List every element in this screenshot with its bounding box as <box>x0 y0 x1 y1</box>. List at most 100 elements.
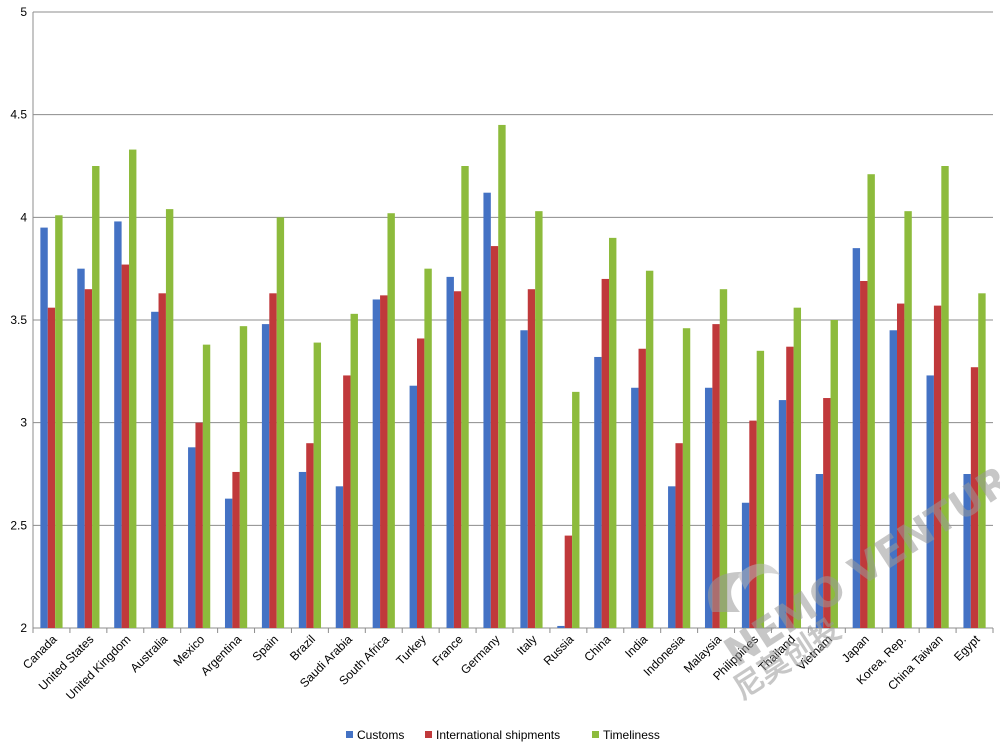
bar-customs-6 <box>261 324 270 628</box>
bar-customs-0 <box>40 227 48 628</box>
bar-customs-11 <box>446 276 454 628</box>
legend-label: Customs <box>357 728 404 742</box>
bar-timeliness-9 <box>387 213 395 628</box>
bar-timeliness-2 <box>129 149 137 628</box>
bar-international-shipments-20 <box>786 346 794 628</box>
bar-timeliness-21 <box>830 320 838 628</box>
bar-customs-4 <box>188 447 196 628</box>
bar-customs-3 <box>151 311 159 628</box>
y-tick-label: 3.5 <box>10 313 27 327</box>
bar-timeliness-13 <box>535 211 543 628</box>
bar-international-shipments-5 <box>232 471 240 628</box>
legend-swatch <box>592 731 599 738</box>
bar-timeliness-5 <box>239 326 248 628</box>
bar-customs-25 <box>963 474 971 628</box>
bar-customs-22 <box>852 248 861 628</box>
x-tick-label: Australia <box>127 632 170 675</box>
bar-customs-17 <box>668 486 676 628</box>
bar-international-shipments-21 <box>823 398 831 628</box>
bar-timeliness-4 <box>202 344 211 628</box>
bar-international-shipments-22 <box>860 280 868 628</box>
x-tick-label: Italy <box>514 632 539 657</box>
gridlines <box>33 11 993 526</box>
bar-customs-10 <box>409 385 417 628</box>
bar-customs-23 <box>889 330 897 628</box>
x-tick-label: Spain <box>250 632 282 664</box>
bar-customs-14 <box>557 625 565 628</box>
x-tick-label: Brazil <box>287 632 318 663</box>
bar-timeliness-25 <box>978 293 986 628</box>
bar-international-shipments-18 <box>712 324 720 628</box>
y-tick-label: 2 <box>20 621 27 635</box>
bar-customs-7 <box>298 471 307 628</box>
bar-international-shipments-8 <box>343 375 351 628</box>
bar-international-shipments-25 <box>970 367 979 628</box>
bar-customs-1 <box>77 268 85 628</box>
bar-timeliness-7 <box>313 342 322 628</box>
bar-international-shipments-4 <box>195 422 203 628</box>
legend: Customs International shipments Timeliness <box>346 728 660 742</box>
bar-timeliness-1 <box>92 166 100 628</box>
bar-customs-19 <box>741 502 750 628</box>
bar-customs-21 <box>815 474 824 628</box>
bar-timeliness-14 <box>572 391 580 628</box>
bar-timeliness-12 <box>498 124 506 628</box>
x-tick-label: Germany <box>458 632 503 677</box>
bar-customs-2 <box>114 221 122 628</box>
x-tick-label: Indonesia <box>641 632 688 679</box>
y-tick-label: 5 <box>20 5 27 19</box>
watermark-logo-icon <box>707 563 780 612</box>
bar-timeliness-23 <box>904 211 912 628</box>
bar-international-shipments-24 <box>933 305 942 628</box>
bar-customs-5 <box>224 498 233 628</box>
bar-customs-8 <box>335 486 344 628</box>
bar-timeliness-19 <box>756 350 765 628</box>
bar-timeliness-17 <box>682 328 691 628</box>
bar-customs-15 <box>594 356 602 628</box>
bar-international-shipments-12 <box>490 246 499 628</box>
bar-international-shipments-1 <box>84 289 93 628</box>
x-tick-label: Russia <box>541 632 577 668</box>
x-tick-label: China <box>581 632 613 664</box>
bar-timeliness-18 <box>719 289 728 628</box>
y-tick-label: 3 <box>20 416 27 430</box>
bar-customs-18 <box>704 387 713 628</box>
bar-customs-9 <box>372 299 381 628</box>
bars <box>40 124 986 629</box>
bar-timeliness-22 <box>867 174 875 629</box>
y-tick-label: 4 <box>20 210 27 224</box>
bar-timeliness-20 <box>793 307 802 628</box>
x-tick-label: Egypt <box>951 632 983 664</box>
bar-international-shipments-19 <box>749 420 757 628</box>
bar-international-shipments-3 <box>158 293 166 628</box>
x-tick-label: India <box>622 632 651 661</box>
x-tick-label: Turkey <box>393 632 429 668</box>
x-tick-label: Argentina <box>198 632 244 678</box>
bar-international-shipments-11 <box>453 291 462 628</box>
bar-timeliness-10 <box>424 268 432 628</box>
bar-customs-12 <box>483 192 491 628</box>
x-tick-label: United Kingdom <box>63 632 133 702</box>
bar-international-shipments-10 <box>416 338 425 628</box>
bar-timeliness-11 <box>461 166 469 628</box>
bar-international-shipments-17 <box>675 443 683 628</box>
bar-international-shipments-13 <box>527 289 536 628</box>
bar-international-shipments-14 <box>564 535 573 628</box>
bar-international-shipments-16 <box>638 348 646 628</box>
legend-label: Timeliness <box>603 728 660 742</box>
axes <box>32 12 994 633</box>
bar-international-shipments-2 <box>121 264 130 628</box>
bar-international-shipments-0 <box>47 307 56 628</box>
bar-timeliness-0 <box>55 215 63 628</box>
bar-timeliness-6 <box>276 217 285 629</box>
bar-customs-24 <box>926 375 934 628</box>
bar-international-shipments-6 <box>269 293 277 628</box>
legend-label: International shipments <box>436 728 560 742</box>
bar-international-shipments-23 <box>896 303 905 628</box>
legend-swatch <box>425 731 432 738</box>
bar-timeliness-24 <box>941 166 949 628</box>
bar-timeliness-3 <box>165 209 174 628</box>
x-tick-label: France <box>429 632 466 669</box>
